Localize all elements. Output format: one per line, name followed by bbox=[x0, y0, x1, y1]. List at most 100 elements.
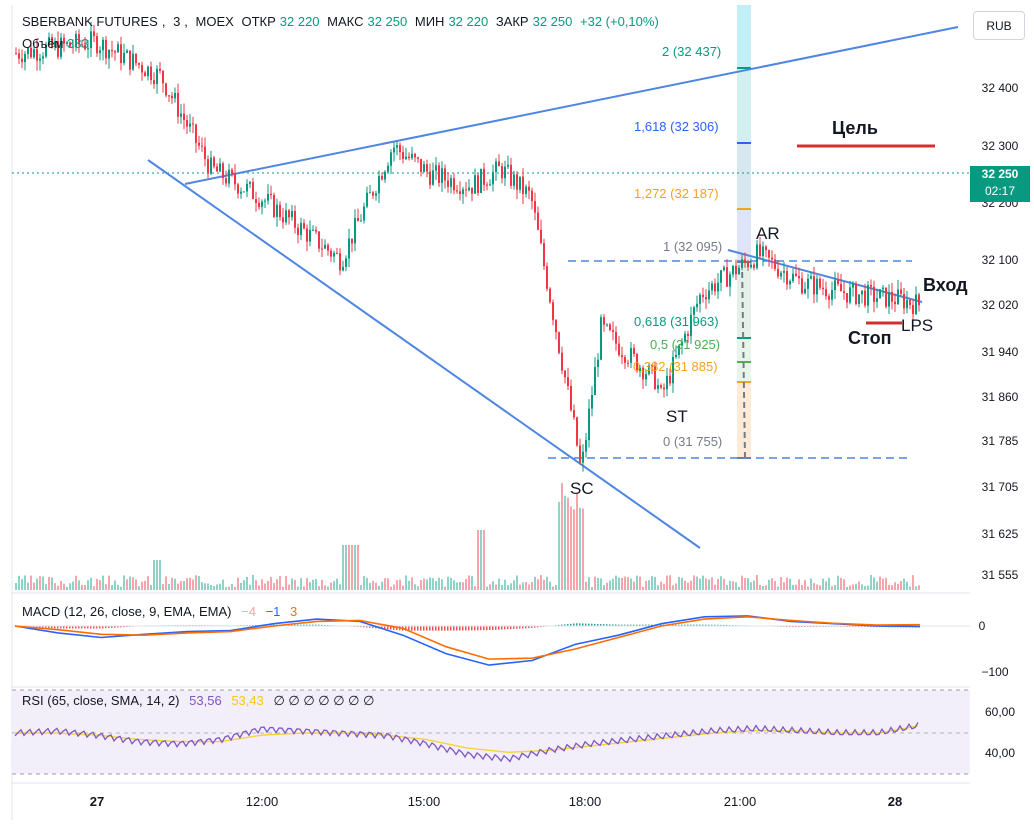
candle-body bbox=[918, 294, 920, 306]
candle-body bbox=[360, 220, 362, 222]
volume-bar bbox=[483, 530, 485, 590]
candle-body bbox=[843, 291, 845, 294]
macd-hist-bar bbox=[471, 626, 473, 631]
fib-column[interactable] bbox=[737, 5, 751, 459]
macd-hist-bar bbox=[531, 626, 533, 628]
macd-hist-bar bbox=[48, 626, 50, 628]
symbol-name[interactable]: SBERBANK FUTURES bbox=[22, 14, 158, 29]
candle-body bbox=[198, 142, 200, 146]
candle-body bbox=[72, 46, 74, 48]
volume-bar bbox=[240, 582, 242, 590]
candle-body bbox=[18, 53, 20, 59]
candle-body bbox=[462, 189, 464, 195]
macd-value: −1 bbox=[265, 604, 281, 619]
volume-bar bbox=[294, 579, 296, 590]
volume-bar bbox=[402, 585, 404, 590]
candle-body bbox=[591, 395, 593, 409]
macd-hist-bar bbox=[465, 626, 467, 631]
price-axis[interactable]: 31 555 31 625 31 705 31 785 31 860 31 940 32 0… bbox=[982, 81, 1019, 582]
volume-bar bbox=[855, 583, 857, 590]
candle-body bbox=[834, 280, 836, 290]
candle-body bbox=[753, 264, 755, 268]
volume-bar bbox=[639, 576, 641, 590]
candle-body bbox=[765, 246, 767, 251]
candle-body bbox=[492, 171, 494, 185]
volume-bar bbox=[324, 585, 326, 590]
candle-body bbox=[399, 145, 401, 153]
volume-bar bbox=[237, 577, 239, 590]
volume-bar bbox=[621, 577, 623, 590]
macd-hist-bar bbox=[516, 626, 518, 629]
macd-hist-bar bbox=[444, 626, 446, 631]
macd-hist-bar bbox=[474, 626, 476, 631]
candle-body bbox=[171, 95, 173, 99]
candle-body bbox=[21, 58, 23, 63]
volume-bar bbox=[564, 495, 566, 590]
candle-body bbox=[759, 244, 761, 257]
candle-body bbox=[369, 192, 371, 194]
volume-bar bbox=[792, 584, 794, 590]
candle-body bbox=[168, 95, 170, 97]
candle-body bbox=[519, 176, 521, 190]
volume-bar bbox=[759, 584, 761, 590]
candle-body bbox=[471, 187, 473, 194]
volume-bar bbox=[879, 576, 881, 590]
high-value: 32 250 bbox=[367, 14, 408, 29]
volume-bar bbox=[678, 576, 680, 590]
time-axis[interactable]: 27 12:00 15:00 18:00 21:00 28 bbox=[90, 794, 902, 809]
volume-bar bbox=[183, 581, 185, 590]
volume-bar bbox=[507, 584, 509, 590]
candle-body bbox=[702, 294, 704, 298]
candle-body bbox=[402, 152, 404, 160]
candle-body bbox=[39, 58, 41, 61]
candle-body bbox=[123, 52, 125, 64]
currency-button[interactable]: RUB bbox=[973, 11, 1025, 40]
volume-bar bbox=[732, 581, 734, 590]
volume-bar bbox=[57, 585, 59, 590]
candle-body bbox=[144, 72, 146, 77]
interval[interactable]: 3 bbox=[173, 14, 181, 29]
volume-bar bbox=[714, 584, 716, 590]
volume-bar bbox=[534, 576, 536, 590]
candle-body bbox=[750, 264, 752, 268]
candle-body bbox=[138, 63, 140, 65]
candle-body bbox=[438, 165, 440, 183]
candle-body bbox=[132, 53, 134, 70]
volume-bar bbox=[285, 576, 287, 590]
volume-bar bbox=[765, 585, 767, 590]
volume-bar bbox=[360, 585, 362, 590]
candle-body bbox=[111, 49, 113, 52]
macd-hist-bar bbox=[72, 626, 74, 629]
volume-bar bbox=[96, 578, 98, 590]
volume-bar bbox=[513, 580, 515, 590]
candle-body bbox=[543, 243, 545, 267]
candle-body bbox=[690, 314, 692, 337]
volume-bar bbox=[693, 575, 695, 590]
volume-bar bbox=[819, 585, 821, 590]
candle-body bbox=[747, 262, 749, 268]
macd-title[interactable]: MACD (12, 26, close, 9, EMA, EMA) bbox=[22, 604, 232, 619]
volume-bar bbox=[318, 586, 320, 590]
volume-bar bbox=[489, 584, 491, 590]
candle-body bbox=[741, 259, 743, 268]
candle-body bbox=[501, 166, 503, 179]
rsi-title[interactable]: RSI (65, close, SMA, 14, 2) bbox=[22, 693, 180, 708]
candle-body bbox=[333, 252, 335, 257]
candle-body bbox=[207, 159, 209, 174]
indicator-axes: 0 −100 60,00 40,00 bbox=[979, 619, 1016, 760]
volume-bar bbox=[774, 581, 776, 590]
price-tick-label: 32 020 bbox=[982, 298, 1019, 312]
macd-hist-bar bbox=[126, 626, 128, 628]
volume-bar bbox=[408, 580, 410, 590]
volume-bar bbox=[522, 582, 524, 590]
candle-body bbox=[627, 362, 629, 364]
price-tick-label: 31 860 bbox=[982, 390, 1019, 404]
lower-trend-line[interactable] bbox=[147, 159, 701, 549]
upper-trend-line[interactable] bbox=[184, 26, 959, 185]
candle-body bbox=[657, 385, 659, 389]
volume-bar bbox=[597, 577, 599, 590]
candle-body bbox=[876, 298, 878, 302]
volume-bar bbox=[147, 576, 149, 590]
volume-bar bbox=[690, 580, 692, 590]
